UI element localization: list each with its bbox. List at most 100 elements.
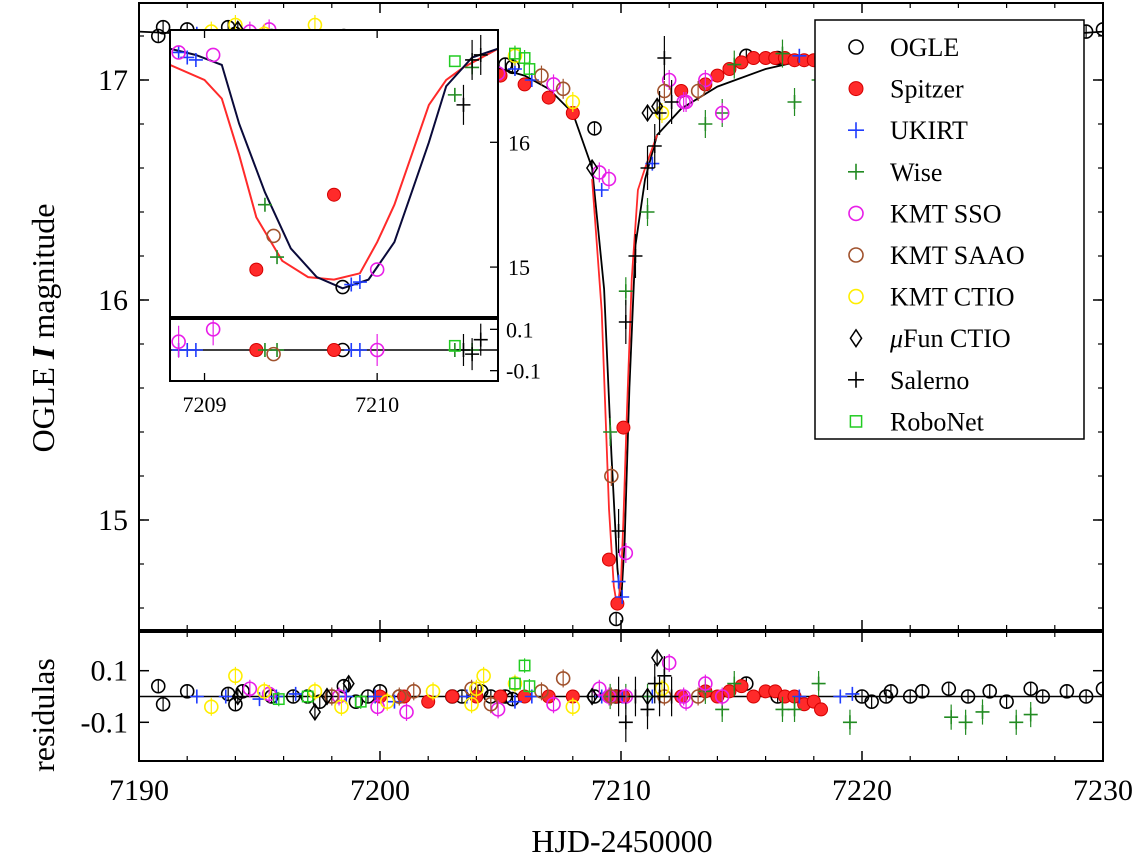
ogle-residual-point (155, 696, 171, 712)
inset-main-plot-area (170, 34, 498, 295)
inset-ukirt-point (352, 275, 367, 290)
x-tick-label: 7230 (1073, 774, 1133, 807)
wise-residual-point (842, 715, 857, 730)
x-tick-label: 7190 (109, 774, 169, 807)
wise-residual-point (1023, 707, 1038, 722)
wise-point (618, 284, 633, 299)
kmt-ctio-residual-point (469, 681, 484, 697)
ogle-residual-point (883, 684, 899, 699)
model-curve-2 (591, 134, 658, 609)
ukirt-residual-point (269, 689, 284, 704)
kmt-ctio-residual-point (565, 699, 581, 715)
inset-robonet-point (448, 55, 461, 68)
ukirt-point (792, 48, 807, 63)
inset-wise-point (257, 197, 272, 212)
salerno-point (657, 51, 672, 65)
inset-robonet-residual-point (448, 339, 461, 352)
legend-label-mufun-ctio: μFun CTIO (889, 324, 1011, 353)
kmt-ctio-residual-point (476, 668, 491, 684)
ogle-point (155, 19, 171, 35)
inset-model-curve-1 (170, 47, 498, 281)
ogle-residual-point (348, 694, 364, 709)
inset-kmt-sso-point (171, 45, 186, 60)
residual-tick-label: -0.1 (81, 706, 129, 739)
legend-marker-spitzer (848, 81, 864, 97)
spitzer-residual-point (445, 689, 460, 704)
mufun-ctio-residual-point (342, 674, 355, 693)
robonet-point (523, 63, 536, 75)
wise-residual-point (975, 704, 990, 719)
inset-ogle-point (335, 279, 350, 295)
inset-frame (169, 29, 499, 318)
salerno-residual-point (640, 702, 655, 717)
kmt-sso-point (714, 105, 730, 121)
robonet-residual-point (354, 695, 367, 708)
residuals-axis-title: residulas (25, 658, 61, 772)
mufun-ctio-residual-point (308, 702, 322, 722)
spitzer-point (746, 51, 761, 65)
wise-residual-point (1009, 715, 1024, 730)
ogle-residual-point (285, 689, 301, 704)
mufun-ctio-point (641, 103, 654, 123)
ogle-residual-point (228, 696, 243, 712)
y-tick-label: 15 (98, 504, 128, 537)
robonet-residual-point (301, 690, 314, 703)
wise-point (698, 117, 713, 131)
inset-kmt-saao-point (266, 228, 281, 244)
mufun-ctio-residual-point (320, 687, 334, 706)
ogle-point (608, 611, 624, 627)
x-tick-label: 7200 (350, 774, 410, 807)
ogle-residual-point (1023, 681, 1038, 697)
inset-spitzer-point (327, 187, 341, 202)
inset-ukirt-point (344, 277, 359, 292)
spitzer-point (541, 90, 556, 105)
legend-marker-mufun-ctio (849, 328, 863, 348)
ogle-point (587, 121, 602, 136)
spitzer-point (710, 68, 725, 83)
ukirt-point (611, 574, 626, 589)
kmt-saao-point (690, 83, 706, 99)
inset-salerno-residual-point (456, 343, 471, 357)
salerno-residual-point (618, 715, 633, 730)
wise-point (727, 57, 742, 72)
kmt-saao-point (534, 68, 549, 83)
kmt-sso-residual-point (714, 689, 730, 704)
wise-residual-point (944, 710, 959, 725)
legend-label-robonet: RoboNet (890, 407, 985, 436)
robonet-residual-point (509, 677, 521, 690)
legend-marker-ogle (848, 39, 864, 55)
kmt-saao-residual-point (690, 689, 706, 704)
inset-kmt-sso-point (205, 47, 221, 63)
mufun-ctio-point (651, 97, 664, 116)
robonet-residual-point (518, 659, 531, 672)
inset-salerno-point (456, 97, 471, 112)
inset-ukirt-residual-point (188, 343, 203, 357)
kmt-saao-point (555, 81, 571, 97)
mufun-ctio-residual-point (651, 648, 664, 667)
legend-label-ukirt: UKIRT (890, 116, 968, 145)
ukirt-residual-point (507, 694, 522, 709)
kmt-saao-residual-point (391, 689, 407, 704)
ogle-point (1095, 22, 1103, 37)
kmt-saao-point (604, 468, 619, 484)
legend-marker-ukirt (848, 122, 864, 139)
kmt-saao-residual-point (483, 696, 499, 712)
ukirt-residual-point (218, 689, 233, 704)
legend-marker-kmt-saao (848, 247, 864, 263)
ukirt-point (615, 590, 630, 604)
salerno-point (652, 106, 667, 120)
inset-y-tick-label: 16 (508, 130, 530, 155)
x-tick-label: 7220 (832, 774, 892, 807)
ogle-residual-point (941, 681, 957, 697)
inset-x-tick-label: 7210 (355, 392, 399, 417)
salerno-residual-point (628, 689, 643, 704)
ogle-residual-point (878, 689, 894, 704)
inset-spitzer-point (249, 262, 264, 277)
inset-kmt-saao-residual-point (266, 346, 281, 362)
kmt-ctio-residual-point (228, 668, 243, 684)
inset-wise-point (447, 87, 462, 102)
kmt-sso-residual-point (678, 694, 694, 709)
residual-tick-label: 0.1 (91, 655, 129, 688)
ogle-point (505, 59, 520, 75)
kmt-ctio-residual-point (334, 699, 349, 715)
